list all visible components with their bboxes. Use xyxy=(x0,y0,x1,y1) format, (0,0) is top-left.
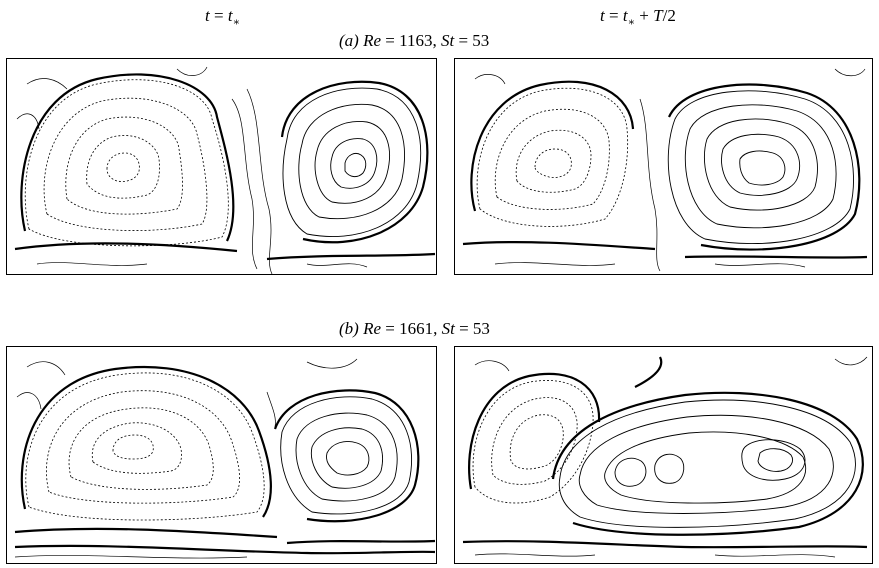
thick-boundary-contours xyxy=(14,365,436,555)
background-contours xyxy=(474,356,868,558)
background-contours xyxy=(14,358,358,559)
contour-plot xyxy=(462,356,868,558)
solid-contour-vortex xyxy=(282,87,422,237)
solid-contour-vortex xyxy=(280,396,412,515)
dashed-contour-vortex xyxy=(472,380,594,504)
dashed-contour-vortex xyxy=(24,79,229,247)
contour-panel-b-right xyxy=(454,346,873,564)
contour-plot xyxy=(14,66,436,275)
dashed-contour-vortex xyxy=(25,372,265,521)
contour-panel-a-left xyxy=(6,58,437,275)
row-a-caption: (a) Re = 1163, St = 53 xyxy=(339,31,490,50)
column-header-left: t = t∗ xyxy=(205,6,241,29)
column-header-right: t = t∗ + T/2 xyxy=(600,6,676,29)
row-b-caption: (b) Re = 1661, St = 53 xyxy=(339,319,490,338)
thick-boundary-contours xyxy=(462,80,868,259)
solid-contour-vortex xyxy=(558,399,856,528)
contour-panel-b-left xyxy=(6,346,437,564)
background-contours xyxy=(474,68,866,272)
thick-boundary-contours xyxy=(462,356,868,549)
dashed-contour-vortex xyxy=(476,87,628,227)
solid-contour-vortex xyxy=(667,90,854,244)
contour-plot xyxy=(462,68,868,272)
contour-plot xyxy=(14,358,436,559)
background-contours xyxy=(16,66,368,275)
contour-panel-a-right xyxy=(454,58,873,275)
thick-boundary-contours xyxy=(14,73,436,261)
